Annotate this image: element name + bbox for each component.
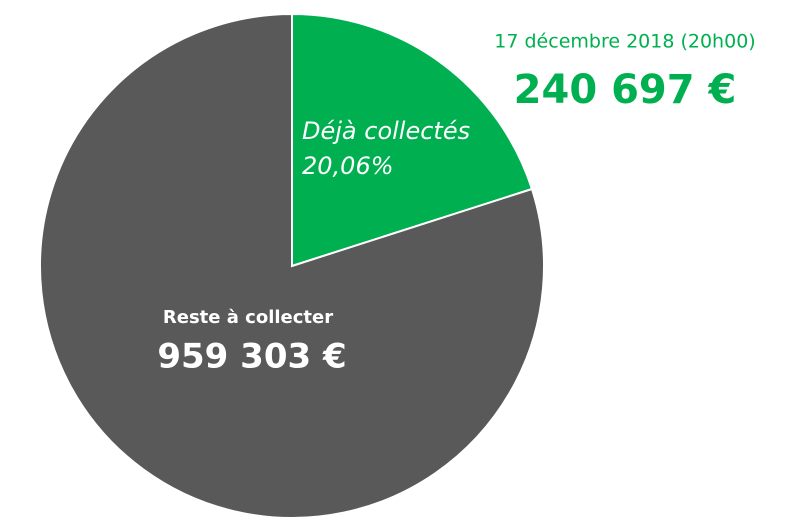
slice-label: Déjà collectés (302, 117, 470, 145)
slice (39, 12, 545, 519)
value-label: 959 303 € (157, 337, 346, 377)
slice (291, 12, 534, 268)
annotation: 17 décembre 2018 (20h00) (494, 31, 755, 53)
value-label: 240 697 € (514, 67, 737, 113)
slice-label: Reste à collecter (163, 307, 333, 328)
share-label: 20,06% (302, 152, 394, 180)
pie (39, 12, 545, 519)
